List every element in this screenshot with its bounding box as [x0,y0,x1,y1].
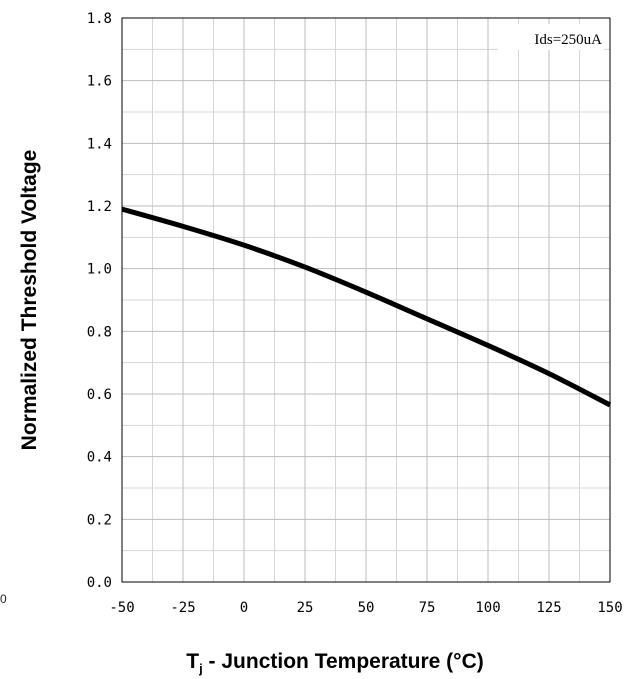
y-tick-label: 0.4 [87,450,112,466]
y-tick-label: 1.6 [87,74,112,90]
y-tick-label: 0.0 [87,575,112,591]
series-layer [121,206,612,408]
stray-tick-label: 0 [0,592,7,606]
y-tick-label: 0.6 [87,387,112,403]
y-tick-label: 1.4 [87,136,112,152]
x-tick-label: -50 [109,600,134,616]
plot-frame [121,17,611,583]
x-tick-label: 75 [419,600,436,616]
x-tick-label: 50 [358,600,375,616]
y-tick-label: 1.0 [87,262,112,278]
x-axis-label-text: - Junction Temperature (°C) [203,650,484,673]
y-tick-label: 1.8 [87,11,112,27]
x-tick-label: -25 [170,600,195,616]
y-tick-label: 0.8 [87,324,112,340]
x-tick-label: 100 [475,600,500,616]
x-tick-label: 0 [240,600,248,616]
annotation-ids-label: Ids=250uA [534,32,602,48]
x-axis-label-symbol: T [186,650,199,673]
x-axis-ticks: -50 -25 0 25 50 75 100 125 150 [109,600,622,616]
y-tick-label: 1.2 [87,199,112,215]
x-axis-label-subscript: j [198,661,203,676]
x-tick-label: 150 [597,600,622,616]
y-axis-label: Normalized Threshold Voltage [18,150,41,451]
major-gridlines [122,18,610,582]
y-tick-label: 0.2 [87,512,112,528]
y-axis-ticks: 0.0 0.2 0.4 0.6 0.8 1.0 1.2 1.4 1.6 1.8 [87,11,112,591]
annotation-box: Ids=250uA [498,24,604,50]
x-axis-label: Tj - Junction Temperature (°C) [186,650,483,676]
x-tick-label: 125 [536,600,561,616]
series-line [121,206,612,408]
x-tick-label: 25 [297,600,314,616]
